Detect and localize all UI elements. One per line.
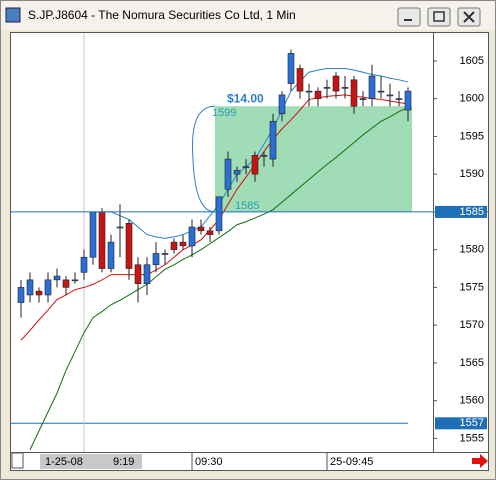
measure-bottom-label: 1585	[235, 200, 259, 212]
candle-body	[107, 241, 115, 269]
y-tick-label: 1580	[460, 244, 484, 256]
candle-body	[269, 121, 277, 160]
y-tick-label: 1565	[460, 357, 484, 369]
candle-body	[296, 68, 304, 92]
candle-body	[404, 90, 412, 111]
candle-body	[125, 222, 133, 269]
close-icon	[463, 11, 475, 23]
candle-body	[179, 241, 187, 247]
candle-body	[116, 226, 124, 229]
measure-label: $14.00	[227, 91, 264, 105]
app-icon	[5, 7, 21, 23]
candle-body	[287, 53, 295, 84]
candle-body	[251, 155, 259, 175]
candle-body	[386, 94, 394, 97]
candle-body	[332, 75, 340, 92]
candle-body	[278, 94, 286, 115]
price-axis	[433, 32, 489, 453]
candle-body	[350, 79, 358, 107]
time-highlight	[40, 454, 142, 469]
candle-body	[377, 90, 385, 93]
maximize-icon	[433, 11, 445, 22]
candle-body	[341, 87, 349, 89]
candle-body	[305, 90, 313, 93]
candle-body	[98, 211, 106, 269]
level-tag	[435, 205, 487, 218]
candle-body	[260, 155, 268, 157]
candle-body	[35, 290, 43, 296]
level-tag	[435, 417, 487, 430]
indicator-line	[20, 94, 409, 341]
candle-body	[197, 226, 205, 232]
y-tick-label: 1600	[460, 93, 484, 105]
candle-body	[170, 241, 178, 250]
y-tick-label: 1595	[460, 130, 484, 142]
x-tick-label: 09:30	[195, 456, 223, 468]
measure-box	[215, 106, 412, 212]
candle-body	[152, 253, 160, 266]
candle-body	[215, 196, 223, 232]
maximize-button[interactable]	[427, 7, 451, 27]
y-tick-label: 1560	[460, 395, 484, 407]
scroll-arrow[interactable]	[472, 454, 488, 468]
plot-layer	[11, 33, 412, 452]
candle-body	[134, 264, 142, 284]
indicator-line	[93, 67, 409, 239]
candle-body	[323, 87, 331, 89]
indicator-line	[29, 107, 409, 450]
minimize-button[interactable]	[397, 7, 421, 27]
y-tick-label: 1590	[460, 168, 484, 180]
y-tick-label: 1605	[460, 55, 484, 67]
candle-body	[80, 256, 88, 273]
candle-body	[71, 279, 79, 282]
window-title: S.JP.J8604 - The Nomura Securities Co Lt…	[28, 8, 296, 22]
candle-body	[188, 226, 196, 247]
candle-body	[314, 90, 322, 99]
candle-body	[17, 287, 25, 303]
candle-body	[62, 279, 70, 288]
candle-body	[89, 211, 97, 258]
scroll-box[interactable]	[11, 452, 24, 469]
date-label: 1-25-08	[45, 456, 83, 468]
y-tick-label: 1570	[460, 319, 484, 331]
candle-body	[53, 275, 61, 281]
candle-body	[242, 166, 250, 168]
candle-body	[26, 279, 34, 296]
candle-body	[359, 98, 367, 100]
candle-body	[143, 264, 151, 284]
y-tick-label: 1575	[460, 281, 484, 293]
candle-body	[395, 98, 403, 100]
candle-body	[206, 230, 214, 235]
candle-body	[233, 170, 241, 175]
candle-body	[368, 75, 376, 99]
y-tick-label: 1555	[460, 432, 484, 444]
level-label: 1557	[460, 417, 484, 429]
x-tick-label: 9:19	[113, 456, 134, 468]
measure-top-label: 1599	[212, 107, 236, 119]
x-tick-label: 25-09:45	[330, 456, 373, 468]
candle-body	[161, 253, 169, 255]
measure-bracket	[191, 105, 216, 213]
level-label: 1585	[460, 206, 484, 218]
candle-body	[224, 158, 232, 190]
candle-body	[44, 279, 52, 296]
